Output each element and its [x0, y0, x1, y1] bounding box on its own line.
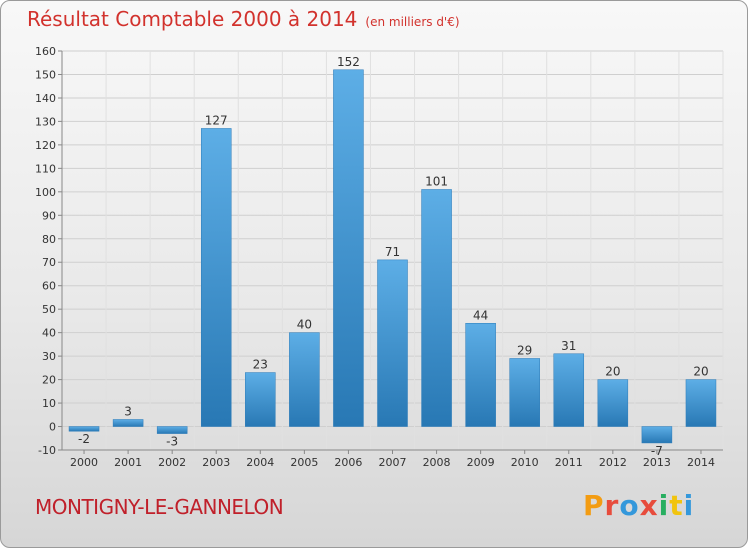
x-tick-label: 2005 — [290, 456, 318, 469]
logo-letter: o — [619, 489, 640, 522]
bar-value-label: 101 — [425, 174, 448, 188]
bar-value-label: 44 — [473, 308, 488, 322]
y-tick-label: 30 — [42, 350, 56, 363]
bar-value-label: -2 — [78, 432, 90, 446]
logo-letter: i — [658, 489, 670, 522]
bar — [200, 128, 232, 427]
x-tick-label: 2014 — [687, 456, 715, 469]
bar-value-label: 71 — [385, 245, 400, 259]
bar-value-label: 20 — [693, 365, 708, 379]
bar — [289, 332, 320, 427]
x-tick-label: 2012 — [599, 456, 627, 469]
bar — [465, 323, 496, 427]
x-tick-label: 2010 — [511, 456, 539, 469]
y-tick-label: 60 — [42, 280, 56, 293]
y-tick-label: -10 — [38, 444, 56, 457]
x-tick-label: 2006 — [334, 456, 362, 469]
y-tick-label: 100 — [35, 186, 56, 199]
bar-value-label: 3 — [124, 404, 132, 418]
bar — [333, 69, 364, 427]
bar — [553, 353, 585, 427]
x-tick-label: 2003 — [202, 456, 230, 469]
x-tick-label: 2011 — [555, 456, 583, 469]
bar-value-label: -3 — [166, 435, 178, 449]
y-tick-label: 50 — [42, 303, 56, 316]
y-tick-label: 130 — [35, 115, 56, 128]
logo-letter: P — [583, 489, 605, 522]
bar-value-label: 20 — [605, 365, 620, 379]
x-tick-label: 2009 — [467, 456, 495, 469]
bar-value-label: 23 — [253, 358, 268, 372]
chart-title-text: Résultat Comptable 2000 à 2014 — [27, 7, 358, 31]
chart-title: Résultat Comptable 2000 à 2014 (en millie… — [27, 7, 460, 31]
bar — [685, 379, 717, 427]
bar — [641, 426, 673, 444]
logo-letter: i — [683, 489, 695, 522]
x-tick-label: 2004 — [246, 456, 274, 469]
y-tick-label: 0 — [49, 421, 56, 434]
logo-letter: t — [669, 489, 684, 522]
y-tick-label: 110 — [35, 162, 56, 175]
bar — [377, 259, 408, 427]
bar — [245, 372, 276, 427]
bar — [597, 379, 629, 427]
y-tick-label: 40 — [42, 327, 56, 340]
y-tick-label: 120 — [35, 139, 56, 152]
bar-value-label: 29 — [517, 343, 532, 357]
y-tick-label: 20 — [42, 374, 56, 387]
proxiti-logo: Proxiti — [583, 489, 694, 522]
bar — [421, 189, 452, 427]
bar — [509, 358, 540, 427]
bar-value-label: 152 — [337, 55, 360, 69]
y-tick-label: 160 — [35, 45, 56, 58]
x-tick-label: 2008 — [423, 456, 451, 469]
y-tick-label: 70 — [42, 256, 56, 269]
x-tick-label: 2000 — [70, 456, 98, 469]
y-tick-label: 150 — [35, 68, 56, 81]
y-tick-label: 90 — [42, 209, 56, 222]
town-name: MONTIGNY-LE-GANNELON — [35, 495, 284, 519]
bar-value-label: 127 — [205, 113, 228, 127]
y-tick-label: 10 — [42, 397, 56, 410]
y-tick-label: 80 — [42, 233, 56, 246]
chart-subtitle: (en milliers d'€) — [365, 15, 460, 29]
x-tick-label: 2007 — [379, 456, 407, 469]
x-tick-label: 2002 — [158, 456, 186, 469]
bar — [68, 426, 100, 432]
bar-value-label: -7 — [651, 444, 663, 458]
bar-value-label: 31 — [561, 339, 576, 353]
x-tick-label: 2001 — [114, 456, 142, 469]
x-tick-label: 2013 — [643, 456, 671, 469]
bar — [112, 419, 144, 427]
logo-letter: r — [604, 489, 620, 522]
y-tick-label: 140 — [35, 92, 56, 105]
logo-letter: x — [639, 489, 659, 522]
bar-value-label: 40 — [297, 318, 312, 332]
bar — [156, 426, 188, 434]
